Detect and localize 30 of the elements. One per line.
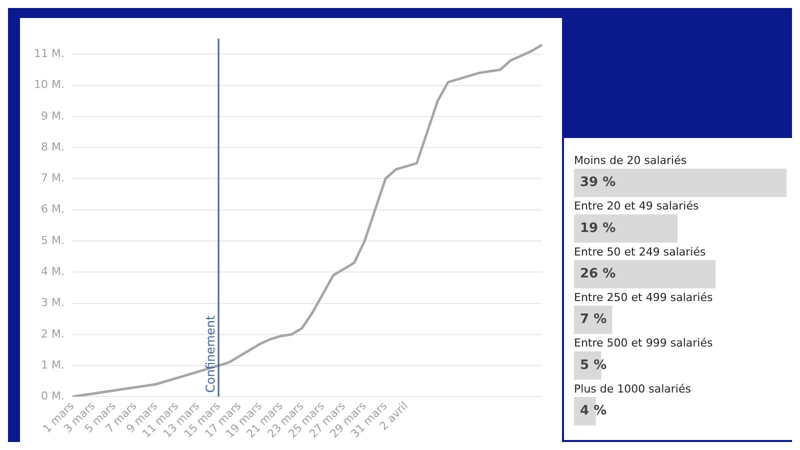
bar — [574, 260, 716, 288]
y-tick-label: 9 M. — [40, 109, 64, 122]
y-tick-label: 5 M. — [40, 234, 64, 247]
y-tick-label: Entre 500 et 999 salariés — [574, 336, 713, 350]
y-tick-label: 10 M. — [34, 78, 64, 92]
bar — [574, 306, 612, 334]
y-tick-label: Entre 20 et 49 salariés — [574, 200, 699, 213]
data-label: 5 % — [580, 358, 607, 373]
y-tick-label: 0 M. — [40, 390, 64, 403]
data-label: 19 % — [580, 220, 616, 236]
y-tick-label: Moins de 20 salariés — [574, 154, 687, 168]
data-label: 4 % — [580, 404, 607, 419]
y-tick-label: 4 M. — [40, 265, 64, 278]
bar — [574, 168, 787, 197]
data-label: 26 % — [580, 266, 616, 282]
data-label: 7 % — [580, 312, 607, 328]
y-tick-label: Entre 50 et 249 salariés — [574, 245, 706, 258]
ref-line-label: Confinement — [204, 315, 218, 393]
y-tick-label: 3 M. — [40, 296, 64, 310]
y-tick-label: 1 M. — [40, 358, 64, 372]
bar — [574, 397, 596, 426]
y-tick-label: 8 M. — [40, 140, 64, 154]
y-tick-label: 2 M. — [40, 327, 64, 340]
y-tick-label: 7 M. — [40, 172, 64, 185]
y-tick-label: 11 M. — [34, 47, 64, 60]
y-tick-label: Plus de 1000 salariés — [574, 382, 692, 396]
data-label: 39 % — [580, 175, 616, 190]
bar — [574, 214, 678, 243]
y-tick-label: Entre 250 et 499 salariés — [574, 291, 713, 304]
y-tick-label: 6 M. — [40, 202, 64, 216]
